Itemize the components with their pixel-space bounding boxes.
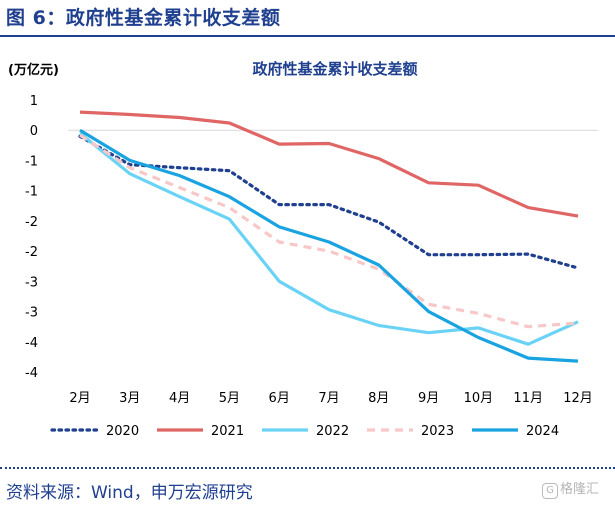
line-chart: (万亿元) 政府性基金累计收支差额 1 0 -1 -1 -2 -2 -3 -3 -4 -4 2月 3… (8, 60, 598, 439)
x-tick-label: 10月 (464, 391, 494, 406)
source-divider (0, 467, 615, 469)
watermark-logo-icon: G (542, 483, 558, 499)
series-lines (78, 110, 580, 363)
legend-label-2023[interactable]: 2023 (421, 424, 454, 439)
series-line-2022 (78, 131, 579, 346)
y-axis-ticks: 1 0 -1 -1 -2 -2 -3 -3 -4 -4 (25, 94, 38, 381)
x-tick-label: 6月 (269, 391, 290, 406)
legend[interactable]: 2020 2021 2022 2023 2024 (50, 424, 559, 439)
x-tick-label: 8月 (368, 391, 389, 406)
y-tick-label: -2 (25, 245, 38, 260)
x-tick-label: 5月 (219, 391, 240, 406)
x-tick-label: 9月 (418, 391, 439, 406)
y-tick-label: 0 (30, 124, 38, 139)
chart-title: 政府性基金累计收支差额 (252, 60, 417, 78)
x-axis-ticks: 2月 3月 4月 5月 6月 7月 8月 9月 10月 11月 12月 (69, 391, 592, 406)
x-tick-label: 2月 (69, 391, 90, 406)
y-tick-label: -3 (25, 275, 38, 290)
y-tick-label: -2 (25, 215, 38, 230)
series-line-2024 (79, 128, 579, 363)
legend-label-2022[interactable]: 2022 (316, 424, 349, 439)
y-tick-label: -4 (25, 336, 38, 351)
y-tick-label: -1 (25, 185, 38, 200)
legend-label-2021[interactable]: 2021 (211, 424, 244, 439)
x-tick-label: 3月 (119, 391, 140, 406)
x-tick-label: 12月 (563, 391, 593, 406)
y-tick-label: -3 (25, 306, 38, 321)
y-tick-label: -4 (25, 366, 38, 381)
watermark: G 格隆汇 (542, 478, 599, 499)
y-tick-label: 1 (30, 94, 38, 109)
figure-title: 图 6：政府性基金累计收支差额 (6, 7, 281, 29)
legend-label-2020[interactable]: 2020 (106, 424, 139, 439)
series-line-2020 (78, 134, 580, 270)
title-divider (0, 35, 615, 37)
legend-label-2024[interactable]: 2024 (526, 424, 559, 439)
x-tick-label: 4月 (169, 391, 190, 406)
watermark-text: 格隆汇 (560, 482, 600, 497)
x-tick-label: 11月 (513, 391, 543, 406)
series-line-2023 (79, 133, 579, 329)
y-tick-label: -1 (25, 154, 38, 169)
series-line-2021 (79, 110, 579, 218)
x-tick-label: 7月 (318, 391, 339, 406)
source-note: 资料来源：Wind，申万宏源研究 (6, 483, 253, 503)
y-axis-unit-label: (万亿元) (8, 62, 59, 78)
